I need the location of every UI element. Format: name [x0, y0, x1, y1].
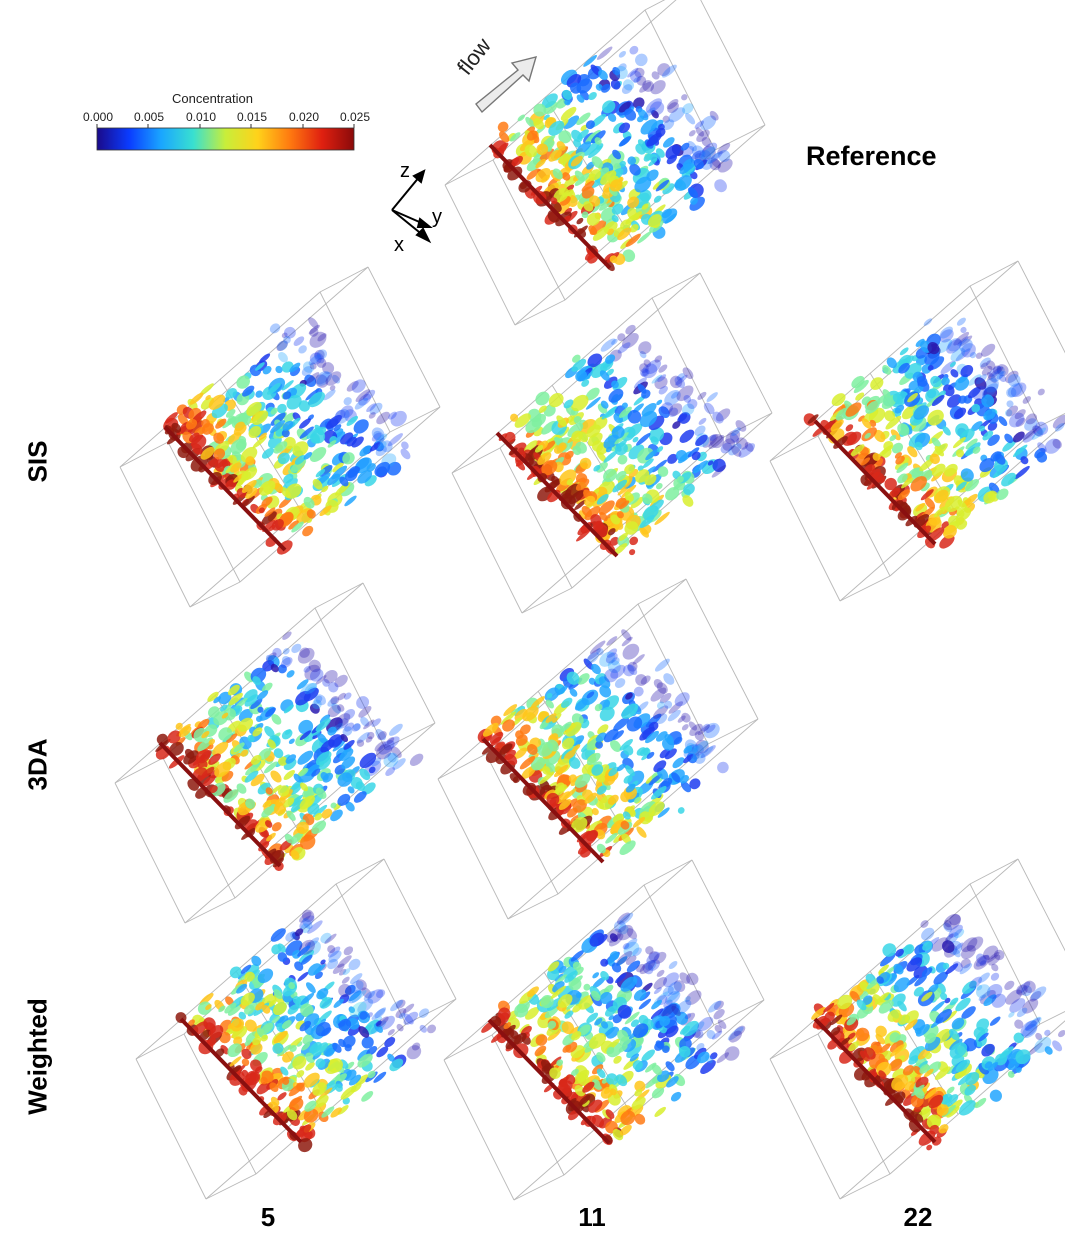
concentration-plume	[155, 631, 424, 871]
source-line	[158, 741, 282, 868]
domain-box	[451, 272, 773, 614]
source-line	[481, 737, 605, 864]
colorbar-tick: 0.010	[185, 110, 217, 124]
colorbar-tick: 0.025	[339, 110, 371, 124]
panel-sis-11	[451, 272, 773, 614]
axes-triad-icon	[391, 169, 433, 244]
axis-x-label: x	[394, 234, 404, 256]
concentration-plume	[491, 45, 733, 272]
reference-label: Reference	[806, 141, 937, 171]
source-line	[488, 143, 612, 270]
axis-z-label: z	[400, 160, 410, 182]
panel-reference	[444, 0, 766, 326]
panel-3da-11	[437, 578, 759, 920]
panel-weighted-5	[135, 858, 457, 1200]
concentration-plume	[163, 317, 411, 555]
panel-3da-5	[114, 582, 436, 924]
column-label-5: 5	[260, 1202, 276, 1232]
panel-sis-22	[769, 260, 1065, 602]
panel-sis-5	[119, 266, 441, 608]
colorbar	[96, 124, 355, 151]
source-line	[179, 1017, 303, 1144]
panel-weighted-22	[769, 858, 1065, 1200]
domain-box	[135, 858, 457, 1200]
concentration-plume	[811, 913, 1065, 1151]
colorbar-tick: 0.015	[236, 110, 268, 124]
source-line	[813, 1017, 937, 1144]
colorbar-tick: 0.005	[133, 110, 165, 124]
concentration-plume	[477, 629, 729, 858]
column-label-11: 11	[578, 1202, 606, 1232]
axis-y-label: y	[432, 206, 442, 228]
concentration-plume	[481, 912, 746, 1146]
colorbar-tick-marks	[96, 124, 355, 128]
source-line	[813, 419, 937, 546]
colorbar-title: Concentration	[172, 91, 253, 106]
concentration-plume	[803, 317, 1065, 549]
concentration-plume	[175, 909, 437, 1153]
source-line	[487, 1018, 611, 1145]
column-label-22: 22	[903, 1202, 933, 1232]
colorbar-tick: 0.000	[82, 110, 114, 124]
source-line	[163, 425, 287, 552]
colorbar-tick: 0.020	[288, 110, 320, 124]
source-line	[495, 431, 619, 558]
flow-arrow-icon	[475, 56, 538, 114]
colorbar-gradient	[96, 127, 355, 151]
panel-weighted-11	[443, 859, 765, 1201]
concentration-plume	[498, 324, 755, 556]
